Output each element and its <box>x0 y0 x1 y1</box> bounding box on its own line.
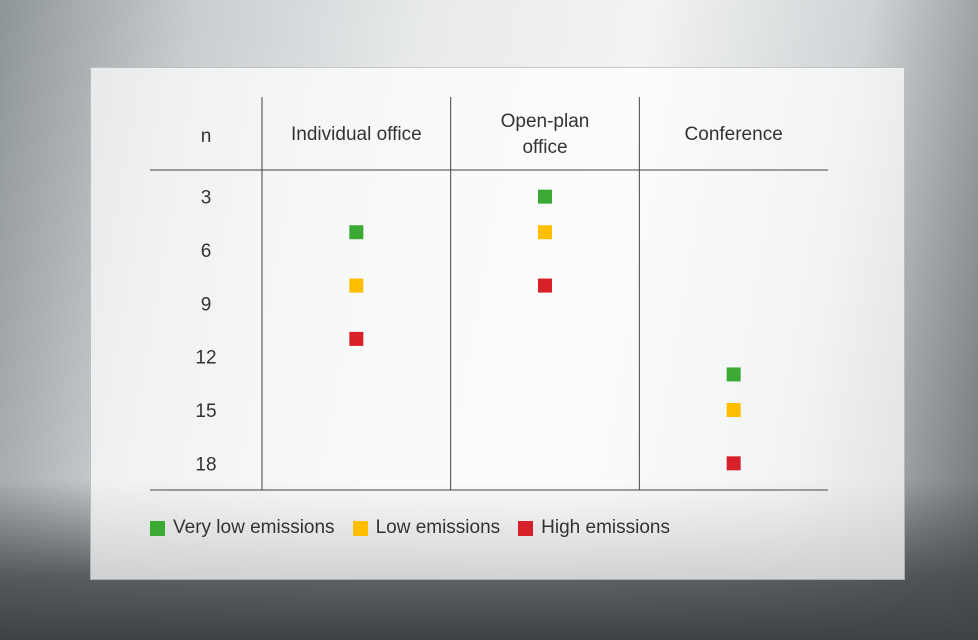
legend: Very low emissions Low emissions High emis… <box>150 517 670 539</box>
emission-marker <box>349 279 363 293</box>
y-tick-label: 18 <box>195 454 216 475</box>
emission-marker <box>727 403 741 417</box>
y-tick-label: 15 <box>195 401 216 422</box>
legend-swatch <box>150 521 165 536</box>
emission-marker <box>349 332 363 346</box>
emission-marker <box>349 225 363 239</box>
page: n 3 6 9 12 15 18 Individual office Open-plan of… <box>0 0 978 640</box>
legend-swatch <box>353 521 368 536</box>
emission-marker <box>538 225 552 239</box>
legend-label: Very low emissions <box>173 517 335 539</box>
y-tick-label: 12 <box>195 348 216 369</box>
legend-swatch <box>518 521 533 536</box>
y-axis-label: n <box>201 126 212 147</box>
legend-label: Low emissions <box>376 517 501 539</box>
y-tick-label: 3 <box>201 188 212 209</box>
legend-label: High emissions <box>541 517 670 539</box>
emission-marker <box>538 279 552 293</box>
legend-item: Low emissions <box>353 517 501 539</box>
legend-item: Very low emissions <box>150 517 335 539</box>
y-tick-label: 9 <box>201 294 212 315</box>
emission-marker <box>727 456 741 470</box>
column-header: Open-plan office <box>490 100 600 170</box>
emission-marker <box>727 367 741 381</box>
column-header: Conference <box>644 100 823 170</box>
legend-item: High emissions <box>518 517 670 539</box>
column-header: Individual office <box>267 100 446 170</box>
y-tick-label: 6 <box>201 241 212 262</box>
emission-marker <box>538 190 552 204</box>
chart: n 3 6 9 12 15 18 <box>0 0 978 640</box>
